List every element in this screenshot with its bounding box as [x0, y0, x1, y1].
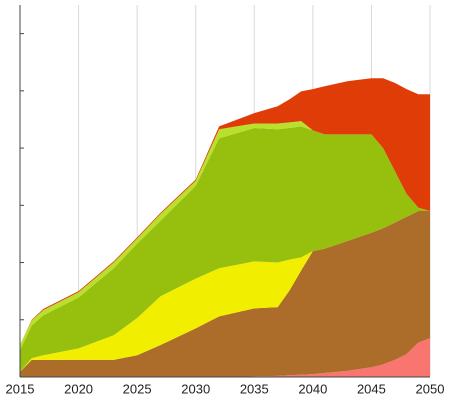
- x-tick-label: 2045: [357, 381, 386, 396]
- x-tick-label: 2030: [181, 381, 210, 396]
- area: [20, 211, 430, 377]
- area: [20, 211, 430, 372]
- area: [20, 126, 430, 372]
- area: [20, 338, 430, 377]
- x-tick-label: 2015: [6, 381, 35, 396]
- area: [20, 78, 430, 345]
- x-tick-label: 2035: [240, 381, 269, 396]
- x-tick-label: 2025: [123, 381, 152, 396]
- x-tick-label: 2050: [416, 381, 445, 396]
- x-tick-label: 2020: [64, 381, 93, 396]
- x-tick-label: 2040: [298, 381, 327, 396]
